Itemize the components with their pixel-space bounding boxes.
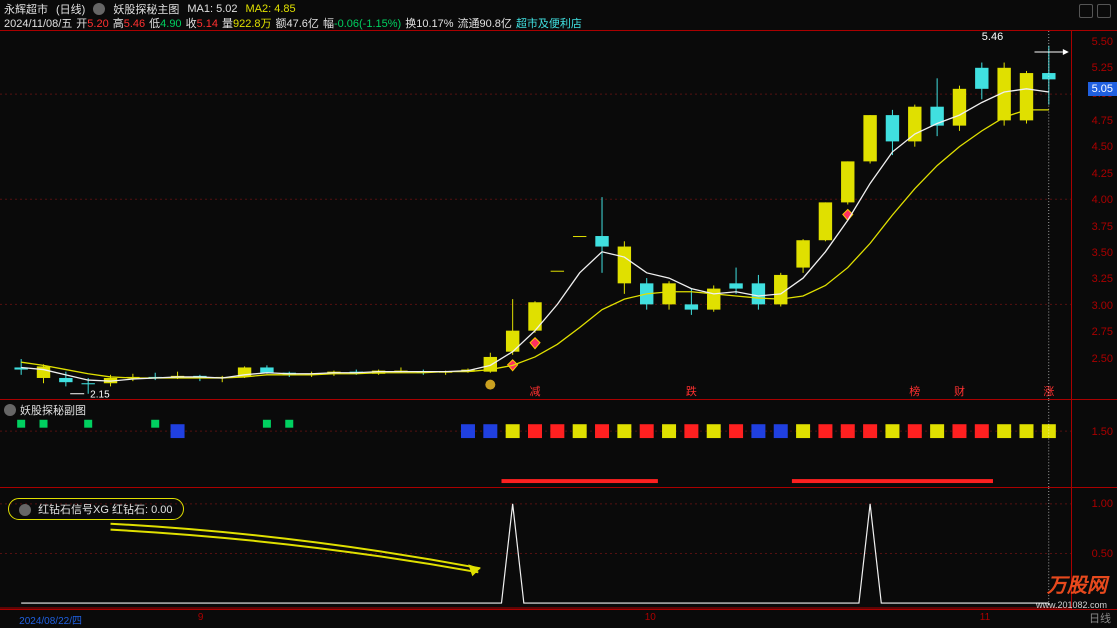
gear-icon[interactable] — [19, 504, 31, 516]
float-value: 90.8亿 — [480, 18, 512, 30]
amp-label: 幅 — [323, 18, 334, 30]
tr-label: 换 — [405, 18, 416, 30]
open-label: 开 — [76, 18, 87, 30]
sub-indicator-2[interactable]: 红钻石信号XG 红钻石: 0.00 — [0, 488, 1071, 610]
signal-badge-text: 红钻石信号XG 红钻石: 0.00 — [38, 504, 172, 516]
restore-icon[interactable] — [1097, 4, 1111, 18]
sector: 超市及便利店 — [516, 15, 582, 31]
amp-pct: (-1.15%) — [359, 18, 401, 30]
float-label: 流通 — [458, 18, 480, 30]
signal-badge: 红钻石信号XG 红钻石: 0.00 — [8, 498, 184, 520]
gear-icon[interactable] — [4, 404, 16, 416]
close-label: 收 — [186, 18, 197, 30]
current-price-tag: 5.05 — [1088, 82, 1117, 96]
trade-date: 2024/11/08/五 — [4, 15, 72, 31]
sub-indicator-1[interactable]: 妖股探秘副图 — [0, 400, 1071, 488]
gear-icon[interactable] — [93, 3, 105, 15]
ma1-label: MA1: — [187, 3, 213, 15]
vol-label: 量 — [222, 18, 233, 30]
date-tick: 2024/08/22/四 — [19, 612, 82, 627]
high-value: 5.46 — [124, 18, 145, 30]
ma1-value: 5.02 — [216, 3, 237, 15]
open-value: 5.20 — [87, 18, 108, 30]
ma2-value: 4.85 — [274, 3, 295, 15]
sub1-y-axis: 1.50 — [1071, 400, 1117, 488]
svg-text:跌: 跌 — [686, 384, 697, 398]
ma2-label: MA2: — [246, 3, 272, 15]
watermark-logo: 万股网 — [1047, 569, 1107, 598]
svg-text:2.15: 2.15 — [90, 390, 110, 399]
low-value: 4.90 — [160, 18, 181, 30]
date-tick: 11 — [980, 612, 990, 623]
sub1-title-text: 妖股探秘副图 — [20, 402, 86, 418]
low-label: 低 — [149, 18, 160, 30]
chart-header-1: 永辉超市 (日线) 妖股探秘主图 MA1: 5.02 MA2: 4.85 — [4, 2, 296, 16]
amt-value: 47.6亿 — [287, 18, 319, 30]
tr-value: 10.17% — [416, 18, 453, 30]
date-axis: 2024/08/22/四 9 10 11 — [0, 610, 1071, 628]
period-label: 日线 — [1089, 610, 1111, 626]
scale-icon[interactable] — [1079, 4, 1093, 18]
close-value: 5.14 — [197, 18, 218, 30]
chart-tools — [1079, 4, 1111, 18]
vol-value: 922.8万 — [233, 18, 272, 30]
date-tick: 9 — [198, 612, 204, 623]
svg-text:榜: 榜 — [909, 384, 920, 398]
chart-header-2: 2024/11/08/五 开5.20 高5.46 低4.90 收5.14 量92… — [4, 16, 582, 30]
date-tick: 10 — [645, 612, 656, 623]
svg-text:5.46: 5.46 — [982, 31, 1003, 43]
amp-value: -0.06 — [334, 18, 359, 30]
high-label: 高 — [113, 18, 124, 30]
amt-label: 额 — [276, 18, 287, 30]
watermark-url: www.201082.com — [1036, 600, 1107, 610]
svg-text:减: 减 — [530, 385, 541, 398]
main-kline-chart[interactable]: 减跌榜财涨5.462.15 — [0, 30, 1071, 400]
main-y-axis: 2.502.753.003.253.503.754.004.254.504.75… — [1071, 30, 1117, 400]
svg-text:财: 财 — [954, 384, 965, 398]
